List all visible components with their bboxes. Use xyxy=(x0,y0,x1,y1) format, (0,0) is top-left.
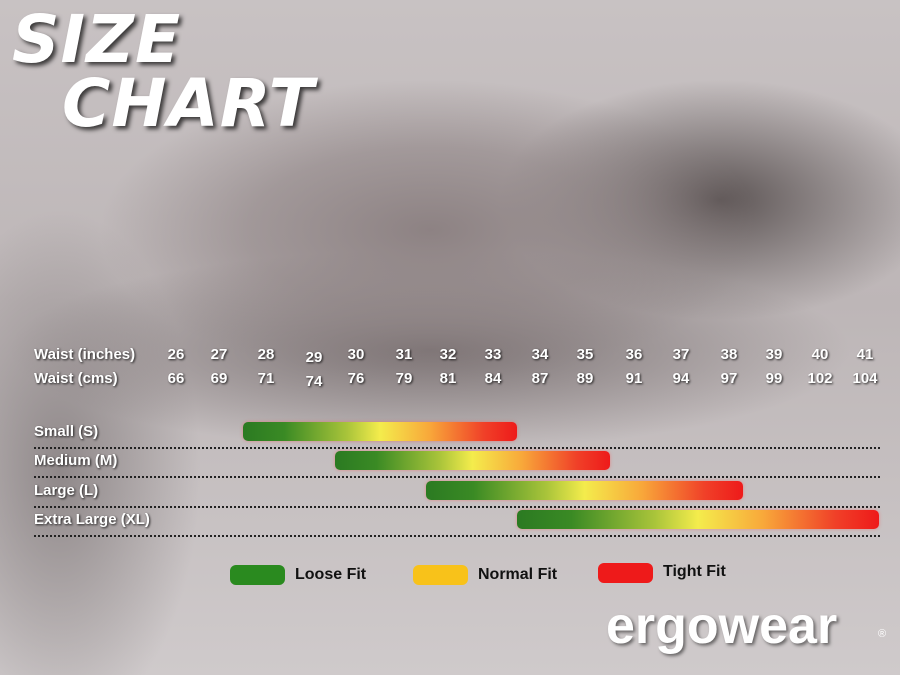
ergowear-logo: ergowear xyxy=(606,597,838,655)
waist-inches-value: 38 xyxy=(720,346,738,363)
waist-inches-value: 27 xyxy=(210,346,228,363)
legend-label: Tight Fit xyxy=(663,563,726,580)
registered-mark: ® xyxy=(878,628,887,640)
waist-cms-value: 79 xyxy=(395,370,413,387)
waist-cms-value: 94 xyxy=(672,370,690,387)
size-label: Large (L) xyxy=(34,482,99,499)
waist-inches-value: 40 xyxy=(811,346,829,363)
row-divider xyxy=(34,476,880,478)
waist-inches-value: 35 xyxy=(576,346,594,363)
waist-inches-value: 32 xyxy=(439,346,457,363)
title-line-1: SIZE xyxy=(12,1,182,78)
waist-inches-value: 39 xyxy=(765,346,783,363)
waist-cms-value: 81 xyxy=(439,370,457,387)
size-label: Extra Large (XL) xyxy=(34,511,150,528)
size-range-bar xyxy=(242,422,517,441)
waist-inches-value: 30 xyxy=(347,346,365,363)
size-label: Medium (M) xyxy=(34,452,118,469)
row-divider xyxy=(34,506,880,508)
legend-swatch xyxy=(230,565,285,585)
waist-inches-value: 37 xyxy=(672,346,690,363)
waist-inches-value: 31 xyxy=(395,346,413,363)
size-label: Small (S) xyxy=(34,423,99,440)
waist-inches-value: 28 xyxy=(257,346,275,363)
waist-cms-value: 74 xyxy=(305,373,323,390)
size-range-bar xyxy=(335,451,610,470)
waist-cms-value: 66 xyxy=(167,370,185,387)
row-divider xyxy=(34,447,880,449)
waist-cms-value: 102 xyxy=(807,370,833,387)
waist-cms-value: 84 xyxy=(484,370,502,387)
legend-swatch xyxy=(413,565,468,585)
legend-label: Normal Fit xyxy=(478,566,558,583)
waist-cms-value: 69 xyxy=(210,370,228,387)
waist-inches-value: 34 xyxy=(531,346,549,363)
waist-cms-value: 104 xyxy=(852,370,878,387)
waist-inches-value: 26 xyxy=(167,346,185,363)
waist-cms-value: 89 xyxy=(576,370,594,387)
waist-cms-value: 99 xyxy=(765,370,783,387)
title-line-2: CHART xyxy=(62,65,315,142)
waist-cms-value: 87 xyxy=(531,370,549,387)
row-divider xyxy=(34,535,880,537)
size-range-bar xyxy=(516,510,879,529)
waist-cms-value: 71 xyxy=(257,370,275,387)
waist-inches-value: 41 xyxy=(856,346,874,363)
waist-inches-value: 33 xyxy=(484,346,502,363)
waist-cms-value: 76 xyxy=(347,370,365,387)
waist-cms-value: 97 xyxy=(720,370,738,387)
legend-label: Loose Fit xyxy=(295,566,367,583)
legend-swatch xyxy=(598,563,653,583)
waist-inches-value: 29 xyxy=(305,349,323,366)
waist-inches-value: 36 xyxy=(625,346,643,363)
size-range-bar xyxy=(426,481,743,500)
row-label-inches: Waist (inches) xyxy=(34,346,136,363)
waist-cms-value: 91 xyxy=(625,370,643,387)
row-label-cms: Waist (cms) xyxy=(34,370,118,387)
